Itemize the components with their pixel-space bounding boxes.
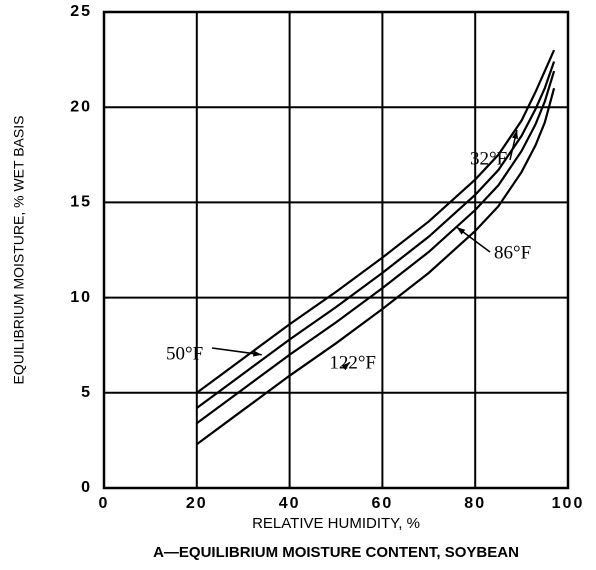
y-axis-label: EQUILIBRIUM MOISTURE, % WET BASIS — [11, 116, 27, 385]
data-line — [196, 87, 556, 446]
x-tick-label: 80 — [464, 495, 486, 512]
y-tick-label: 15 — [70, 194, 92, 211]
series-label: 50°F — [166, 343, 203, 364]
y-tick-label: 5 — [81, 384, 92, 401]
arrow-head — [512, 130, 519, 139]
y-tick-label: 20 — [70, 98, 92, 115]
arrow-head — [341, 362, 350, 371]
chart-title: A—EQUILIBRIUM MOISTURE CONTENT, SOYBEAN — [153, 544, 519, 561]
y-tick-label: 25 — [70, 3, 92, 20]
data-line — [196, 70, 556, 425]
x-tick-label: 20 — [186, 495, 208, 512]
y-tick-label: 0 — [81, 479, 92, 496]
x-tick-label: 60 — [372, 495, 394, 512]
plot-frame — [102, 10, 570, 490]
x-tick-label: 40 — [279, 495, 301, 512]
arrow-head — [252, 350, 262, 357]
data-line — [196, 61, 556, 409]
series-label: 122°F — [329, 352, 376, 373]
series-label: 86°F — [494, 242, 531, 263]
data-line — [196, 49, 556, 394]
arrow-head — [456, 227, 466, 235]
x-tick-label: 0 — [99, 495, 110, 512]
x-tick-label: 100 — [552, 495, 585, 512]
x-axis-label: RELATIVE HUMIDITY, % — [252, 515, 420, 532]
series-label: 32°F — [470, 148, 507, 169]
y-tick-label: 10 — [70, 289, 92, 306]
